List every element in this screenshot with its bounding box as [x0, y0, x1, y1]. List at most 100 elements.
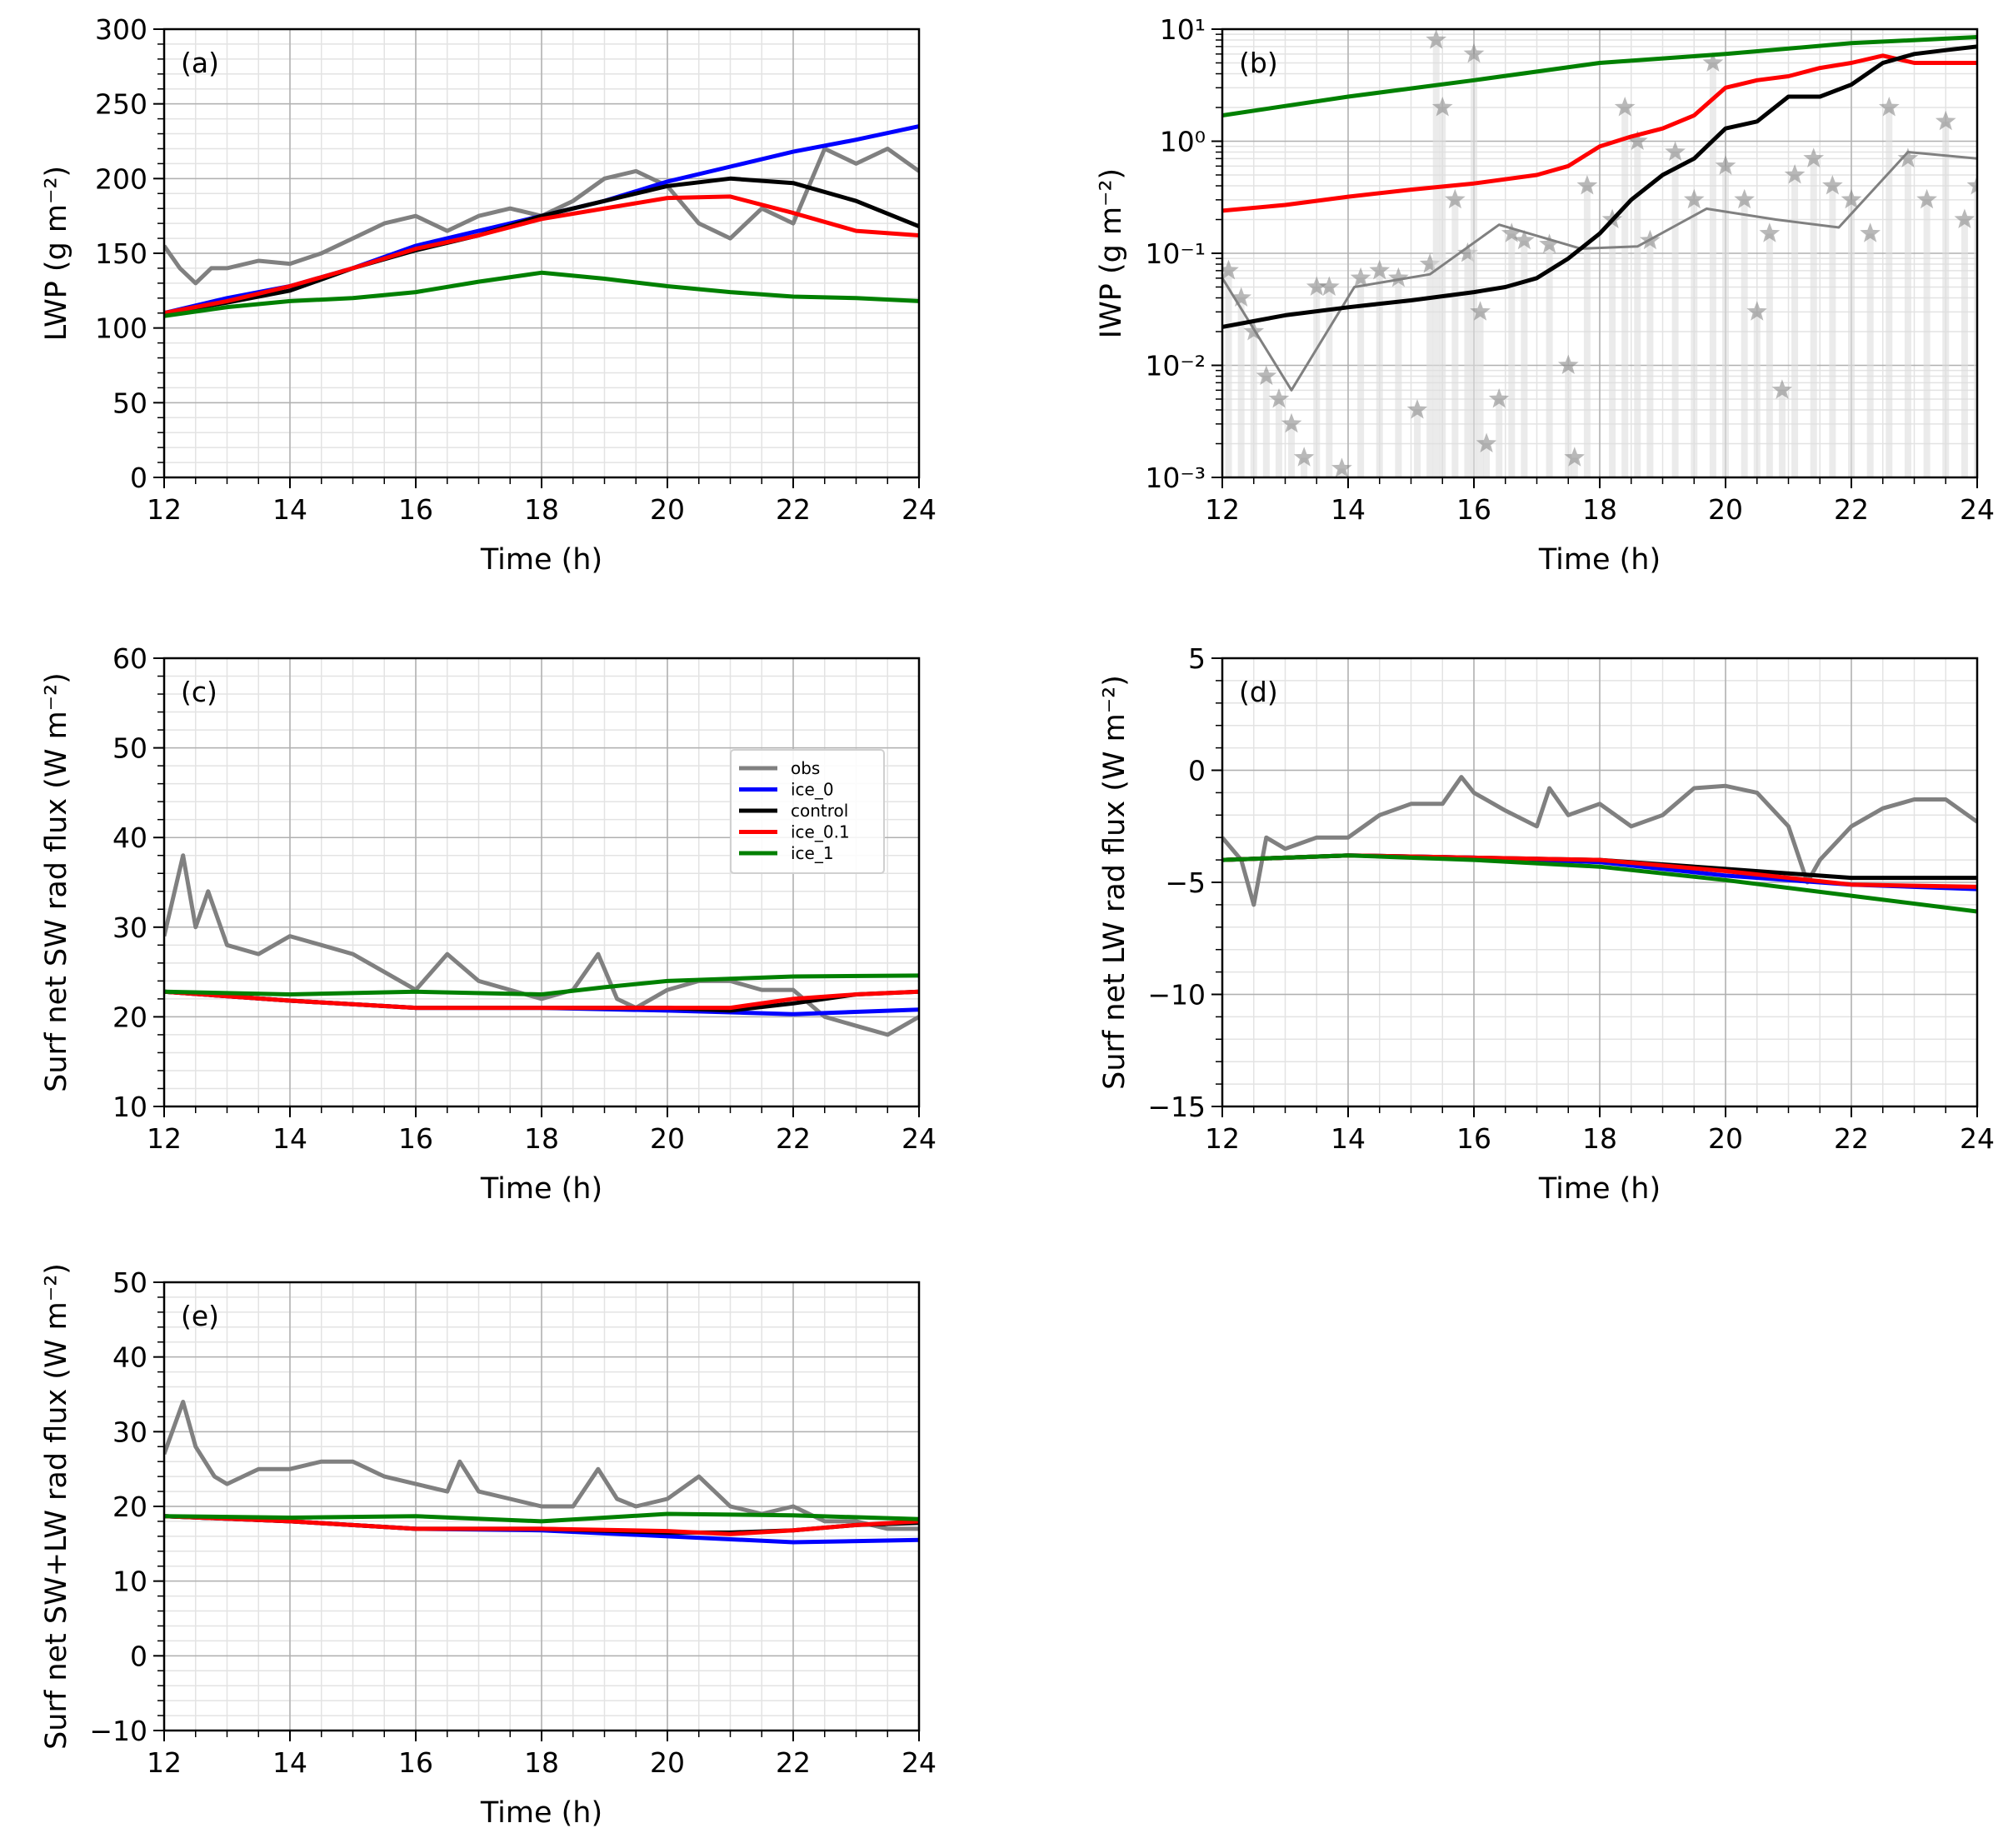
legend-label: ice_0.1: [791, 822, 850, 842]
y-tick-label: 0: [1188, 755, 1206, 787]
obs-bar: [1766, 233, 1773, 477]
y-tick-label: 100: [95, 312, 147, 345]
y-axis-label: LWP (g m⁻²): [40, 166, 73, 341]
axes-frame: [162, 657, 921, 1108]
series-line-ice_1: [164, 973, 919, 996]
obs-bar: [1810, 158, 1817, 477]
x-tick-label: 18: [524, 1122, 559, 1155]
obs-bar: [1250, 332, 1257, 477]
x-tick-label: 14: [272, 1122, 307, 1155]
series-line-ice_0-1: [1222, 53, 1977, 213]
obs-bar: [1521, 240, 1528, 477]
x-tick-label: 14: [1331, 1122, 1366, 1155]
obs-star-marker: [1935, 110, 1956, 131]
obs-star-marker: [1916, 188, 1937, 209]
x-tick-label: 18: [524, 493, 559, 526]
panel-label: (a): [181, 47, 219, 79]
series-line-ice_1: [164, 1511, 919, 1524]
obs-bar: [1451, 199, 1459, 477]
obs-star-marker: [1331, 457, 1352, 477]
panel-label: (b): [1239, 47, 1278, 79]
obs-star-marker: [1419, 253, 1441, 273]
obs-star-marker: [1222, 259, 1239, 280]
obs-bar: [1288, 423, 1296, 477]
obs-star-marker: [1463, 42, 1485, 63]
obs-bar: [1426, 264, 1434, 477]
obs-bar: [1741, 199, 1748, 477]
y-tick-label: 300: [95, 13, 147, 46]
obs-star-marker: [1293, 447, 1315, 467]
y-axis-label: Surf net SW+LW rad flux (W m⁻²): [40, 1263, 73, 1750]
y-tick-label: −10: [1147, 979, 1206, 1011]
y-tick-label: 10⁻³: [1145, 462, 1206, 494]
obs-star-marker: [1476, 432, 1497, 452]
obs-bar: [1439, 107, 1446, 477]
series-line-ice_1: [1222, 35, 1977, 117]
x-tick-label: 18: [524, 1746, 559, 1779]
obs-star-marker: [1539, 233, 1560, 253]
obs-star-marker: [1626, 130, 1648, 150]
x-axis-label: Time (h): [1538, 543, 1661, 577]
obs-bar: [1709, 62, 1716, 477]
obs-star-marker: [1231, 287, 1251, 307]
y-tick-label: −15: [1147, 1091, 1206, 1123]
y-tick-label: 10: [112, 1566, 147, 1598]
x-tick-label: 14: [1331, 493, 1366, 526]
panel-label: (e): [181, 1300, 219, 1332]
legend-label: ice_1: [791, 843, 834, 863]
obs-star-marker: [1281, 412, 1302, 433]
series-line-ice_0-1: [164, 1514, 919, 1536]
y-tick-label: 60: [112, 642, 147, 675]
y-tick-label: −5: [1165, 867, 1206, 899]
x-tick-label: 24: [902, 493, 937, 526]
obs-bar: [1829, 186, 1836, 477]
y-tick-label: 250: [95, 88, 147, 121]
panel-c: 12 14 16 18 20 22 24 10 20 30 40 50 60 (c) Time (h) Sur…: [40, 642, 937, 1206]
x-tick-label: 22: [1834, 1122, 1869, 1155]
obs-star-marker: [1557, 354, 1579, 374]
obs-bar: [1974, 186, 1977, 477]
x-axis-label: Time (h): [480, 1172, 602, 1206]
obs-star-marker: [1369, 259, 1391, 280]
x-tick-label: 16: [1456, 493, 1491, 526]
axes-frame: [1221, 657, 1979, 1108]
obs-bar: [1275, 398, 1282, 477]
obs-bar: [1237, 297, 1245, 477]
series-line-ice_1: [164, 270, 919, 318]
obs-star-marker: [1406, 399, 1428, 419]
y-tick-label: 50: [112, 732, 147, 765]
legend-label: control: [791, 801, 848, 821]
x-tick-label: 24: [1960, 493, 1995, 526]
y-tick-label: 200: [95, 162, 147, 195]
panel-label: (d): [1239, 676, 1278, 708]
obs-bar: [1357, 277, 1365, 477]
obs-bar: [1326, 287, 1333, 477]
x-tick-label: 20: [650, 493, 685, 526]
obs-bar: [1634, 141, 1641, 477]
series-line-ice_0-1: [164, 194, 919, 316]
x-tick-label: 14: [272, 1746, 307, 1779]
obs-bar: [1848, 199, 1855, 477]
y-tick-label: 40: [112, 1341, 147, 1374]
y-tick-label: 5: [1188, 642, 1206, 675]
y-tick-label: 10⁻¹: [1145, 237, 1206, 270]
series-line-control: [1222, 44, 1977, 329]
obs-star-marker: [1878, 97, 1900, 117]
x-axis-label: Time (h): [480, 1796, 602, 1830]
y-tick-label: 10⁻²: [1145, 350, 1206, 382]
x-tick-label: 24: [1960, 1122, 1995, 1155]
axes-frame: [162, 27, 921, 479]
axes-frame: [162, 1281, 921, 1732]
x-tick-label: 14: [272, 493, 307, 526]
obs-bar: [1609, 219, 1616, 477]
series-line-control: [164, 176, 919, 316]
panel-a: 12 14 16 18 20 22 24 0 50 100 150 200 250 300 (a) Time …: [40, 13, 937, 577]
y-tick-label: 30: [112, 912, 147, 944]
x-tick-label: 16: [398, 1746, 433, 1779]
obs-bar: [1571, 457, 1578, 477]
y-tick-label: 0: [130, 1640, 147, 1672]
x-tick-label: 22: [776, 1122, 811, 1155]
obs-bar: [1621, 107, 1629, 477]
obs-star-marker: [1306, 276, 1327, 296]
x-tick-label: 20: [1708, 1122, 1743, 1155]
